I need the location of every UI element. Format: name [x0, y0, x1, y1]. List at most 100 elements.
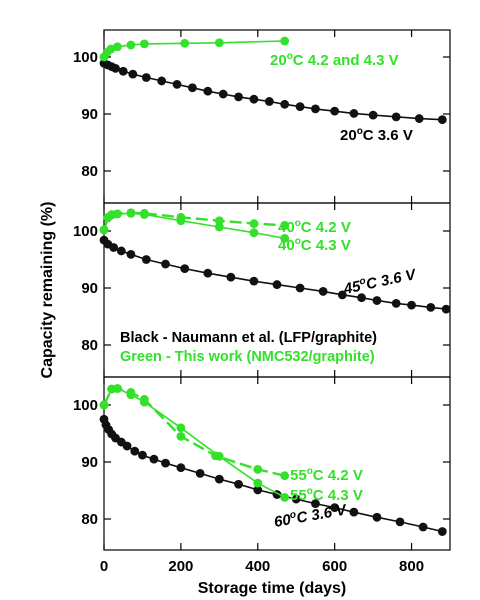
- data-point: [291, 494, 301, 504]
- data-point: [113, 42, 122, 52]
- data-point: [395, 517, 405, 527]
- data-point: [214, 474, 224, 484]
- legend: Black - Naumann et al. (LFP/graphite) Gre…: [120, 330, 377, 365]
- series-label: 60oC 3.6 V: [273, 500, 350, 531]
- chart-panels: 100 90 80 20oC 3.6 V 20oC 4.2 and 4.3 V 100 90…: [73, 29, 451, 551]
- data-point: [368, 110, 378, 120]
- x-axis-ticks: 0 200 400 600 800: [100, 558, 424, 575]
- panel-1: 100 90 80 20oC 3.6 V 20oC 4.2 and 4.3 V: [73, 29, 451, 204]
- data-point: [426, 302, 436, 312]
- data-point: [128, 69, 138, 79]
- series-55-c-4-3-v: 55oC 4.3 V: [99, 384, 363, 504]
- data-point: [126, 249, 136, 259]
- x-axis-title: Storage time (days): [198, 580, 346, 597]
- data-point: [130, 446, 140, 456]
- data-point: [157, 76, 167, 86]
- data-point: [138, 450, 147, 460]
- series-40-c-4-2-v: 40oC 4.2 V: [99, 208, 351, 236]
- data-point: [280, 492, 290, 502]
- data-point: [418, 522, 428, 532]
- data-point: [176, 431, 186, 441]
- data-point: [149, 454, 159, 464]
- data-point: [214, 216, 224, 226]
- data-point: [372, 512, 382, 522]
- data-point: [188, 83, 197, 93]
- data-point: [113, 209, 122, 219]
- y-tick-label: 90: [81, 454, 98, 471]
- series-label: 20oC 4.2 and 4.3 V: [270, 51, 399, 69]
- data-point: [203, 86, 213, 96]
- data-point: [437, 115, 447, 125]
- data-point: [234, 479, 243, 489]
- y-tick-label: 100: [73, 49, 98, 66]
- data-point: [391, 112, 401, 122]
- series-label: 40oC 4.3 V: [278, 236, 351, 254]
- x-tick-label: 0: [100, 558, 108, 575]
- data-point: [311, 499, 320, 509]
- series-45-c-3-6-v: 45oC 3.6 V: [99, 235, 451, 314]
- data-point: [176, 463, 186, 473]
- data-point: [330, 503, 340, 512]
- x-tick-label: 400: [245, 558, 270, 575]
- data-point: [111, 64, 120, 73]
- data-point: [141, 255, 151, 264]
- data-point: [337, 290, 347, 300]
- data-point: [126, 208, 136, 218]
- series-20-c-3-6-v: 20oC 3.6 V: [99, 58, 447, 144]
- series-40-c-4-3-v: 40oC 4.3 V: [99, 208, 351, 254]
- legend-item: Green - This work (NMC532/graphite): [120, 349, 375, 365]
- series-label: 55oC 4.2 V: [290, 466, 363, 484]
- data-point: [253, 478, 263, 488]
- data-point: [139, 210, 149, 219]
- data-point: [372, 296, 382, 305]
- data-point: [195, 469, 205, 478]
- series-label: 40oC 4.2 V: [278, 218, 351, 236]
- panel-3: 100 90 80 60oC 3.6 V 55oC 4.2 V 55oC 4.3 V: [73, 376, 451, 551]
- data-point: [180, 38, 190, 48]
- data-point: [180, 264, 190, 274]
- x-tick-label: 600: [322, 558, 347, 575]
- data-point: [249, 276, 259, 286]
- y-tick-label: 80: [81, 163, 98, 180]
- data-point: [99, 225, 109, 235]
- data-point: [176, 423, 186, 433]
- data-point: [357, 293, 366, 303]
- y-tick-label: 80: [81, 511, 98, 528]
- data-point: [253, 465, 263, 474]
- data-point: [214, 222, 224, 232]
- data-point: [161, 259, 170, 269]
- data-point: [214, 451, 224, 461]
- series-label: 55oC 4.3 V: [290, 486, 363, 504]
- series-label: 20oC 3.6 V: [340, 126, 413, 144]
- data-point: [161, 458, 170, 468]
- data-point: [126, 390, 136, 400]
- data-point: [214, 38, 224, 48]
- data-point: [139, 397, 149, 407]
- data-point: [349, 507, 359, 517]
- x-tick-label: 200: [168, 558, 193, 575]
- data-point: [437, 527, 447, 536]
- data-point: [441, 304, 451, 314]
- data-point: [172, 79, 182, 89]
- data-point: [176, 216, 186, 226]
- data-point: [280, 36, 290, 46]
- data-point: [126, 40, 136, 50]
- panel-frame: [103, 376, 451, 551]
- data-point: [226, 272, 236, 282]
- data-point: [139, 39, 149, 49]
- data-point: [280, 99, 290, 109]
- series-line: [102, 211, 285, 231]
- y-axis-title: Capacity remaining (%): [39, 202, 56, 379]
- data-point: [280, 220, 290, 230]
- data-point: [141, 73, 151, 82]
- data-point: [318, 287, 328, 296]
- data-point: [311, 104, 320, 114]
- y-tick-label: 90: [81, 106, 98, 123]
- series-label: 45oC 3.6 V: [341, 265, 419, 298]
- y-tick-label: 100: [73, 223, 98, 240]
- data-point: [218, 89, 228, 99]
- data-point: [280, 234, 290, 243]
- data-point: [264, 97, 274, 106]
